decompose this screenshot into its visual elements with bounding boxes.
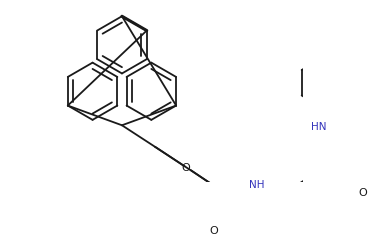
Text: NH: NH <box>249 180 264 190</box>
Text: O: O <box>182 163 190 173</box>
Text: O: O <box>210 226 218 236</box>
Text: HN: HN <box>311 122 326 132</box>
Text: O: O <box>358 188 367 198</box>
